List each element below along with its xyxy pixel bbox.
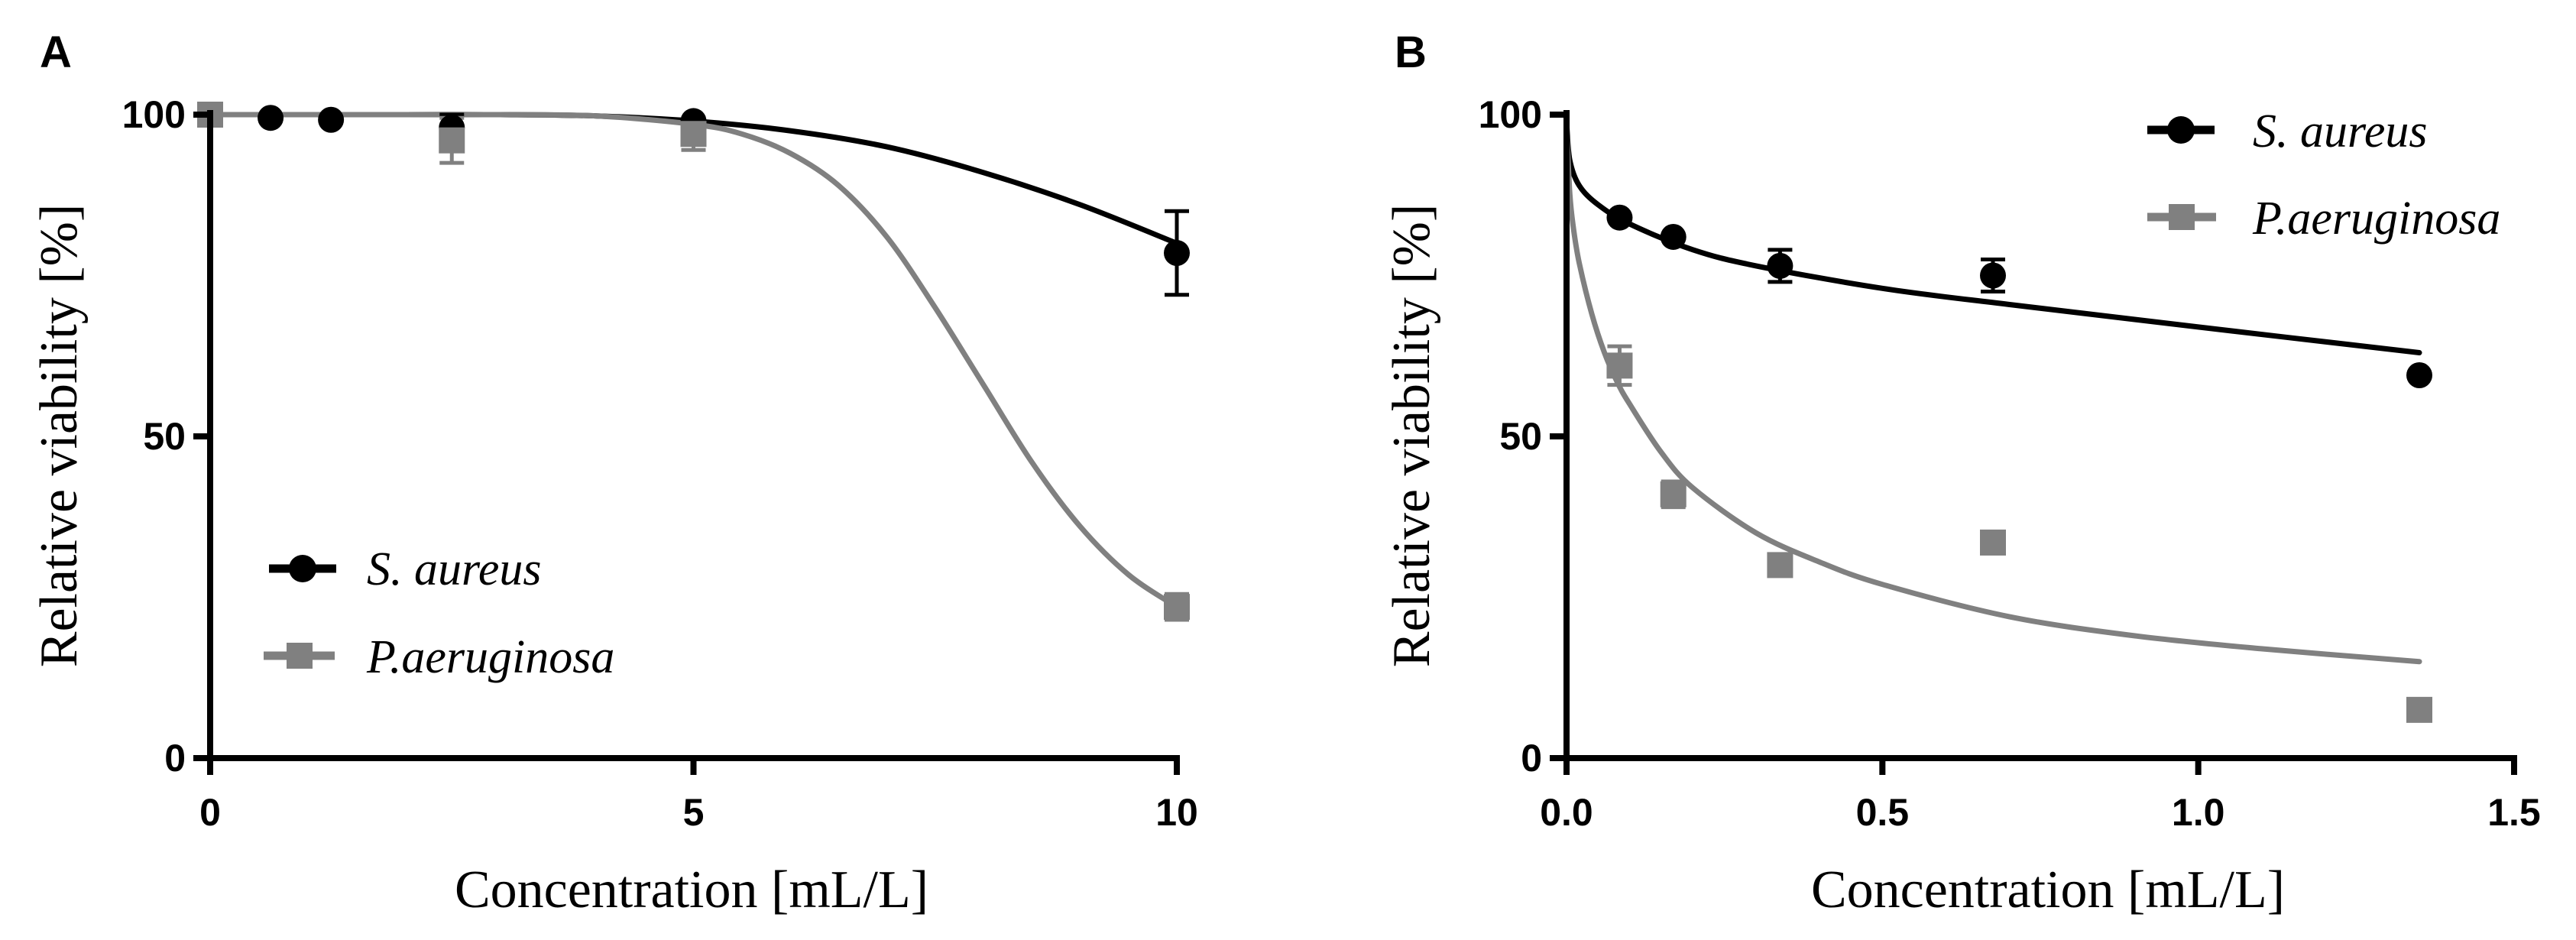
- panel-a-fit-p-aeruginosa: [207, 112, 1180, 610]
- panel-b-point-s-aureus: [1767, 252, 1793, 279]
- panel-b-data-points: [1606, 204, 2432, 723]
- panel-b-x-tick-label: 0.5: [1856, 791, 1910, 834]
- panel-a-point-p-aeruginosa: [439, 127, 465, 154]
- panel-a-fit-curves: [207, 112, 1180, 610]
- legend-a-s-aureus-label: S. aureus: [367, 543, 541, 595]
- panel-b-error-bars: [1607, 248, 2005, 510]
- panel-a-y-tick-label: 100: [122, 93, 186, 136]
- panel-a-data-points: [197, 102, 1190, 621]
- panel-a-y-tick-label: 0: [164, 737, 186, 780]
- panel-b-y-tick-label: 0: [1521, 737, 1542, 780]
- panel-b-point-p-aeruginosa: [1660, 481, 1687, 507]
- panel-b-point-p-aeruginosa: [1767, 552, 1793, 579]
- panel-a-error-bars: [439, 112, 1189, 622]
- panel-b-x-tick-label: 1.5: [2487, 791, 2541, 834]
- panel-b-point-s-aureus: [1660, 223, 1687, 250]
- panel-b-point-p-aeruginosa: [1606, 352, 1633, 379]
- panel-a-x-tick-label: 10: [1155, 791, 1198, 834]
- legend-a-s-aureus-marker: [289, 555, 316, 582]
- panel-a-point-p-aeruginosa: [1164, 594, 1190, 621]
- panel-b: B 0.0 0.5 1.0 1.5 0 50 100 Concentration [mL/L…: [1382, 28, 2541, 919]
- panel-a-y-axis-title: Relative viability [%]: [30, 204, 89, 667]
- panel-a-x-tick-label: 5: [683, 791, 705, 834]
- panel-a-y-tick-label: 50: [143, 415, 186, 458]
- panel-b-y-tick-label: 100: [1479, 93, 1542, 136]
- panel-b-y-axis-title: Relative viability [%]: [1382, 204, 1441, 667]
- legend-b-s-aureus-label: S. aureus: [2253, 105, 2427, 157]
- panel-a-x-tick-label: 0: [199, 791, 221, 834]
- legend-b-s-aureus-marker: [2167, 116, 2195, 144]
- legend-b-p-aeruginosa-label: P.aeruginosa: [2252, 193, 2500, 245]
- panel-b-point-p-aeruginosa: [1980, 529, 2006, 556]
- panel-a-point-p-aeruginosa: [680, 121, 707, 147]
- legend-a-p-aeruginosa-label: P.aeruginosa: [366, 631, 614, 683]
- panel-a-point-s-aureus: [318, 106, 345, 133]
- legend-a-p-aeruginosa-marker: [287, 643, 313, 669]
- panel-b-fit-s-aureus: [1563, 118, 2422, 355]
- panel-b-point-s-aureus: [1980, 262, 2006, 289]
- panel-b-axes: 0.0 0.5 1.0 1.5 0 50 100: [1479, 93, 2541, 834]
- panel-b-x-axis-title: Concentration [mL/L]: [1811, 861, 2285, 919]
- panel-b-y-tick-label: 50: [1499, 415, 1542, 458]
- panel-a-label: A: [40, 28, 72, 77]
- panel-b-x-tick-label: 1.0: [2172, 791, 2225, 834]
- panel-a-point-s-aureus: [1164, 240, 1190, 267]
- panel-a-legend: S. aureus P.aeruginosa: [264, 543, 614, 683]
- panel-b-legend: S. aureus P.aeruginosa: [2147, 105, 2500, 245]
- panel-a-point-s-aureus: [258, 105, 284, 131]
- panel-b-point-s-aureus: [2406, 362, 2432, 389]
- panel-b-fit-p-aeruginosa: [1563, 125, 2422, 665]
- legend-b-p-aeruginosa-marker: [2169, 204, 2195, 230]
- panel-b-fit-curves: [1563, 118, 2422, 665]
- panel-b-x-tick-label: 0.0: [1540, 791, 1593, 834]
- panel-b-point-s-aureus: [1606, 204, 1633, 231]
- panel-b-point-p-aeruginosa: [2406, 696, 2432, 723]
- panel-b-label: B: [1395, 28, 1427, 77]
- panel-a-x-axis-title: Concentration [mL/L]: [455, 861, 928, 919]
